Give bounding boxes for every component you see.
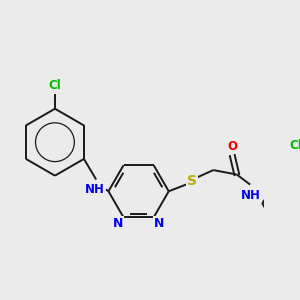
Text: Cl: Cl	[290, 139, 300, 152]
Text: N: N	[154, 218, 164, 230]
Text: Cl: Cl	[49, 79, 61, 92]
Text: S: S	[187, 174, 197, 188]
Text: NH: NH	[85, 183, 105, 196]
Text: N: N	[113, 218, 124, 230]
Text: NH: NH	[241, 189, 261, 202]
Text: O: O	[227, 140, 237, 153]
